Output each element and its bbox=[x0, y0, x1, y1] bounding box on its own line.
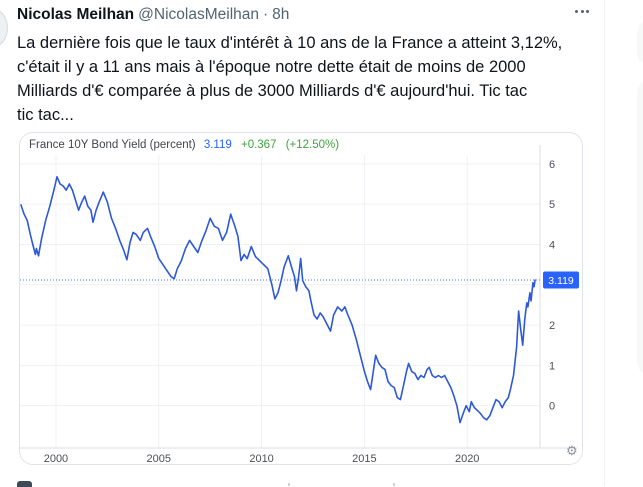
y-tick-label: 2 bbox=[549, 320, 555, 332]
header-separator: · bbox=[263, 6, 269, 23]
next-content-cutoff bbox=[17, 481, 32, 487]
y-tick-label: 1 bbox=[549, 360, 555, 372]
y-tick-label: 4 bbox=[549, 239, 555, 251]
x-tick-label: 2000 bbox=[44, 453, 68, 464]
dot bbox=[575, 10, 578, 13]
x-tick-label: 2005 bbox=[147, 453, 171, 464]
tweet-text: La dernière fois que le taux d'intérêt à… bbox=[17, 31, 609, 127]
series-line bbox=[20, 176, 536, 424]
current-value-badge-label: 3.119 bbox=[548, 275, 574, 287]
sidebar-card-bottom bbox=[637, 78, 643, 377]
cutoff-sliver bbox=[288, 483, 290, 486]
chart-last-value: 3.119 bbox=[203, 139, 232, 151]
more-options-icon[interactable] bbox=[575, 10, 589, 13]
chart-card: France 10Y Bond Yield (percent) 3.119 +0… bbox=[19, 132, 583, 465]
chart-change-pct: (+12.50%) bbox=[285, 139, 340, 151]
tweet-text-line: tic tac... bbox=[17, 106, 74, 124]
cutoff-sliver bbox=[393, 483, 395, 486]
y-tick-label: 0 bbox=[549, 401, 555, 413]
tweet-text-line: La dernière fois que le taux d'intérêt à… bbox=[17, 34, 563, 52]
dot bbox=[586, 10, 589, 13]
chart-title: France 10Y Bond Yield (percent) bbox=[29, 139, 196, 151]
x-tick-label: 2015 bbox=[352, 453, 376, 464]
timestamp[interactable]: 8h bbox=[272, 6, 290, 23]
x-tick-label: 2020 bbox=[455, 453, 479, 464]
y-tick-label: 6 bbox=[549, 159, 555, 171]
tweet-text-line: c'était il y a 11 ans mais à l'époque no… bbox=[17, 58, 526, 76]
y-tick-label: 5 bbox=[549, 199, 555, 211]
x-tick-label: 2010 bbox=[249, 453, 273, 464]
chart-canvas[interactable]: 2000 2005 2010 2015 2020 0 1 2 4 5 6 3.119 bbox=[20, 133, 582, 464]
tweet-header: Nicolas Meilhan @NicolasMeilhan · 8h bbox=[17, 6, 589, 24]
chart-header: France 10Y Bond Yield (percent) 3.119 +0… bbox=[29, 139, 339, 151]
author-name[interactable]: Nicolas Meilhan bbox=[17, 6, 135, 23]
avatar[interactable] bbox=[0, 5, 8, 51]
column-divider bbox=[604, 0, 605, 486]
chart-change: +0.367 bbox=[240, 139, 277, 151]
settings-gear-icon[interactable]: ⚙ bbox=[566, 443, 578, 458]
tweet-text-line: Milliards d'€ comparée à plus de 3000 Mi… bbox=[17, 82, 528, 100]
sidebar-card-top bbox=[637, 18, 643, 68]
current-value-badge bbox=[543, 271, 579, 289]
dot bbox=[580, 10, 584, 13]
author-handle[interactable]: @NicolasMeilhan bbox=[138, 6, 259, 23]
